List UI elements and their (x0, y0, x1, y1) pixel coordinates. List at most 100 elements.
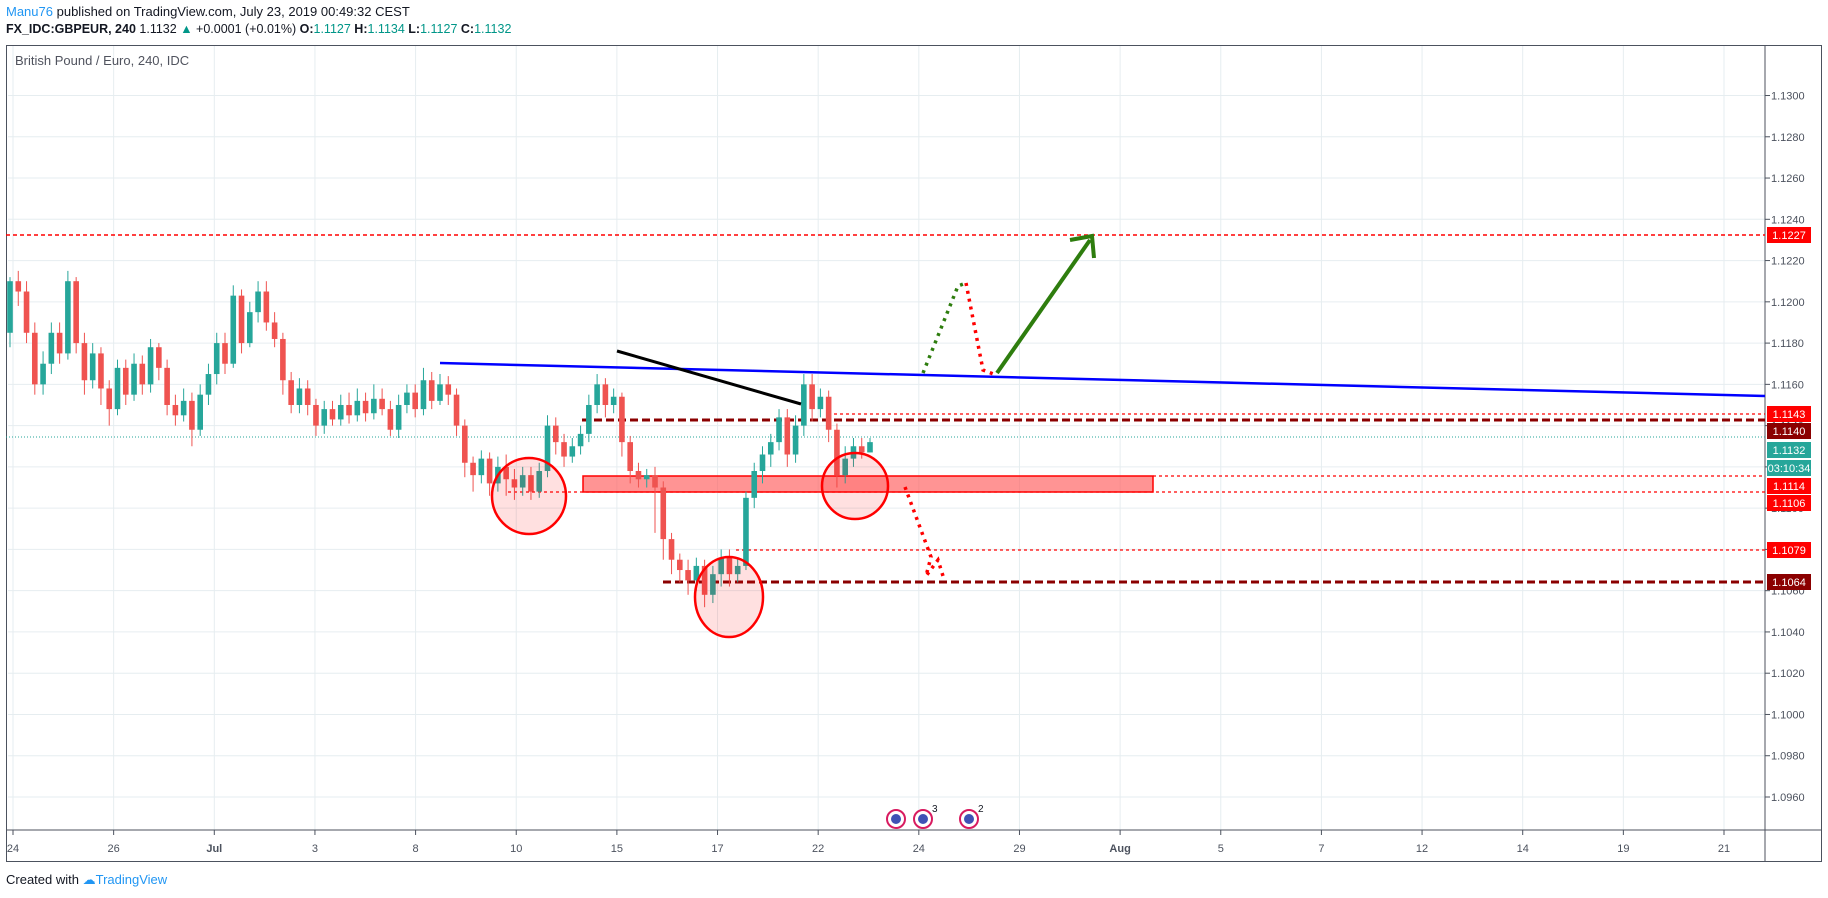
candle-body (437, 384, 443, 401)
projection-path-pullback (964, 282, 997, 377)
candle-body (362, 400, 369, 414)
projection-path-up (921, 281, 967, 374)
candle-body (767, 442, 774, 455)
open-label: O: (299, 22, 314, 36)
y-tick-label: 1.1260 (1771, 173, 1805, 185)
candle-body (131, 363, 137, 395)
candle-body (693, 565, 700, 581)
symbol-name[interactable]: FX_IDC:GBPEUR, 240 (6, 22, 136, 36)
close-label: C: (460, 22, 475, 36)
candle-body (842, 458, 848, 476)
x-tick-label: 29 (1013, 843, 1025, 855)
candle-body (817, 396, 824, 410)
candle-body (172, 404, 179, 416)
candle-body (205, 374, 212, 395)
candle-body (395, 404, 402, 430)
candle-body (586, 404, 592, 434)
price-change: +0.0001 (+0.01%) (196, 22, 297, 36)
candle-body (867, 442, 873, 453)
y-tick-label: 1.1240 (1771, 214, 1805, 226)
created-with-label: Created with (6, 872, 79, 887)
candle-body (230, 295, 237, 364)
price-label-box (1767, 542, 1811, 558)
last-price: 1.1132 (139, 22, 177, 36)
candle-body (619, 396, 625, 443)
candle-body (660, 487, 667, 540)
candle-body (511, 479, 518, 488)
candle-body (371, 398, 377, 414)
candle-body (106, 388, 113, 410)
candle-body (114, 367, 121, 410)
candle-body (40, 363, 46, 385)
publish-info: published on TradingView.com, July 23, 2… (56, 4, 410, 19)
candle-body (792, 425, 799, 455)
candle-body (412, 392, 418, 410)
x-tick-label: 14 (1517, 843, 1529, 855)
candle-body (48, 332, 55, 364)
chart-frame[interactable] (6, 45, 1822, 862)
time-axis[interactable]: 24 26 Jul 3 8 10 15 17 22 24 29 Aug 5 7 12 14 19 21 (7, 830, 1730, 855)
x-tick-label: 10 (510, 843, 522, 855)
candle-body (247, 312, 253, 344)
price-label-text: 03:10:34 (1768, 463, 1811, 475)
candle-body (329, 409, 336, 420)
candle-body (668, 539, 675, 560)
candle-body (213, 343, 220, 375)
projection-path-down (903, 486, 945, 578)
price-label-box (1767, 423, 1811, 439)
candle-body (89, 353, 96, 381)
price-label-text: 1.1114 (1773, 481, 1805, 493)
x-tick-label: 17 (711, 843, 723, 855)
candle-body (552, 425, 559, 443)
x-tick-label: 15 (611, 843, 623, 855)
candle-body (271, 322, 278, 339)
price-label-text: 1.1132 (1773, 445, 1806, 457)
candle-body (81, 343, 88, 381)
event-icon-2[interactable]: 3 (913, 804, 938, 829)
candle-body (610, 396, 617, 405)
event-icon-1[interactable] (886, 809, 906, 829)
tradingview-link[interactable]: TradingView (95, 872, 168, 887)
grid-lines (8, 46, 1765, 830)
x-tick-label: 24 (913, 843, 925, 855)
candle-body (652, 475, 658, 488)
candle-body (197, 394, 203, 430)
candle-body (561, 442, 567, 457)
candle-body (73, 281, 79, 344)
candle-body (255, 291, 261, 313)
candle-body (825, 396, 832, 430)
candle-body (759, 454, 766, 472)
x-tick-label: 21 (1718, 843, 1730, 855)
y-tick-label: 1.0960 (1771, 792, 1805, 804)
breakout-arrow-head (1069, 233, 1096, 259)
annotation-layer (6, 234, 1765, 584)
candle-body (321, 409, 328, 426)
candle-body (577, 433, 584, 447)
candle-body (354, 400, 361, 416)
x-tick-label: 24 (7, 843, 19, 855)
candle-body (602, 384, 609, 405)
author-link[interactable]: Manu76 (6, 4, 53, 19)
candle-body (726, 557, 733, 575)
candle-body (346, 404, 352, 416)
candle-body (147, 347, 154, 385)
x-tick-label: 3 (312, 843, 318, 855)
y-tick-label: 1.1220 (1771, 256, 1805, 268)
candle-body (569, 446, 576, 457)
event-icon-badge: 2 (978, 804, 984, 815)
candle-body (288, 380, 294, 405)
event-icon-3[interactable]: 2 (959, 804, 984, 829)
candle-body (834, 429, 840, 476)
y-tick-label: 1.1280 (1771, 132, 1805, 144)
candle-body (635, 471, 642, 480)
candle-body (776, 417, 782, 443)
candle-body (387, 409, 394, 430)
candle-body (445, 384, 452, 395)
circle-marker-2 (693, 555, 765, 639)
candle-body (428, 380, 435, 401)
price-label-box (1767, 227, 1811, 243)
high-value: 1.1134 (367, 22, 405, 36)
publish-header: Manu76 published on TradingView.com, Jul… (6, 4, 410, 20)
